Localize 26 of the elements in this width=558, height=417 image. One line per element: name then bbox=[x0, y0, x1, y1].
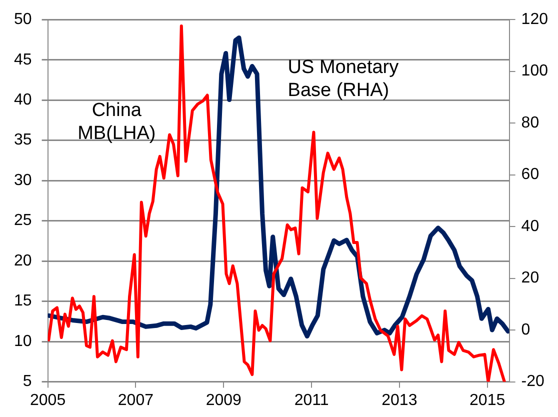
x-tick-label: 2005 bbox=[30, 392, 66, 409]
x-tick-label: 2015 bbox=[470, 392, 506, 409]
y-tick-label: 40 bbox=[14, 91, 32, 108]
y-tick-label: 45 bbox=[14, 51, 32, 68]
y2-tick-label: 40 bbox=[521, 218, 540, 235]
y2-tick-label: -20 bbox=[521, 373, 545, 390]
y2-tick-label: 0 bbox=[521, 321, 530, 338]
y2-tick-label: 100 bbox=[521, 62, 548, 80]
series-label: China MB(LHA) bbox=[76, 99, 157, 146]
x-tick-label: 2007 bbox=[118, 392, 154, 409]
series-label: US Monetary Base (RHA) bbox=[288, 56, 400, 102]
x-tick-label: 2009 bbox=[206, 392, 242, 409]
y2-tick-label: 80 bbox=[521, 114, 540, 132]
y-tick-label: 50 bbox=[14, 11, 32, 28]
y-tick-label: 30 bbox=[14, 172, 32, 189]
y2-tick-label: 20 bbox=[521, 270, 540, 287]
y-tick-label: 35 bbox=[14, 132, 32, 149]
x-tick-label: 2011 bbox=[294, 392, 329, 409]
y2-tick-label: 120 bbox=[521, 11, 548, 28]
y2-tick-label: 60 bbox=[521, 166, 540, 184]
x-tick-label: 2013 bbox=[382, 392, 418, 409]
y-tick-label: 10 bbox=[14, 332, 32, 350]
y-tick-label: 20 bbox=[14, 252, 32, 270]
y-tick-label: 15 bbox=[14, 292, 32, 310]
y-tick-label: 25 bbox=[14, 212, 32, 230]
y-tick-label: 5 bbox=[22, 373, 32, 390]
